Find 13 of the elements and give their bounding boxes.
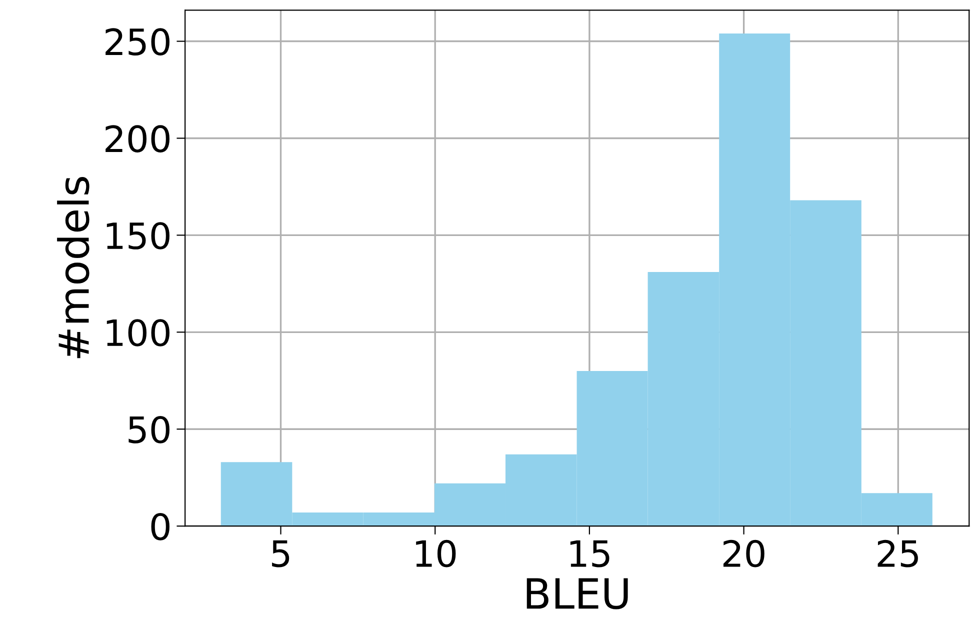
x-tick-label: 5 <box>272 540 290 568</box>
y-tick-label: 50 <box>128 416 170 444</box>
x-tick-label: 20 <box>723 540 764 568</box>
y-tick-label: 0 <box>151 513 170 540</box>
x-tick-label: 10 <box>416 540 456 568</box>
x-axis-title: BLEU <box>526 578 628 610</box>
x-tick-label: 25 <box>878 540 918 568</box>
y-tick-label: 250 <box>106 28 170 56</box>
x-tick-label: 15 <box>570 540 610 568</box>
y-tick-label: 100 <box>106 319 170 346</box>
y-tick-label: 200 <box>106 125 170 152</box>
y-tick-label: 150 <box>106 222 170 250</box>
y-axis-title: #models <box>57 177 90 358</box>
